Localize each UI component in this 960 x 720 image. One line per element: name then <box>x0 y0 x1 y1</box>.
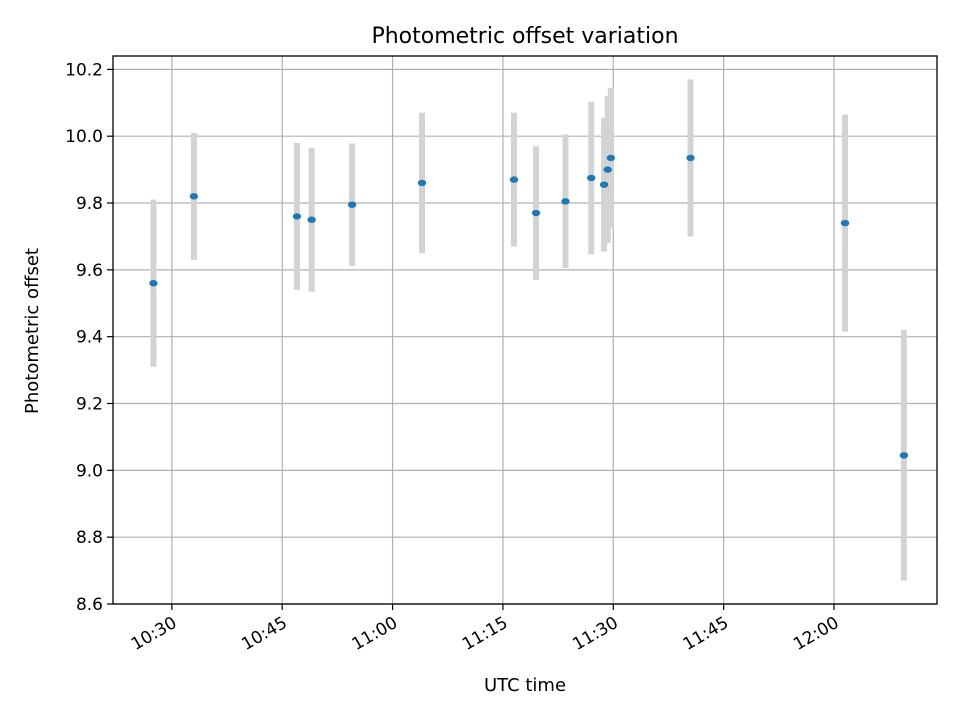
y-tick-label: 9.4 <box>76 328 103 348</box>
data-point <box>606 154 616 162</box>
data-point <box>899 452 909 459</box>
data-point <box>587 174 596 182</box>
data-point <box>347 201 357 208</box>
data-point <box>686 154 695 162</box>
data-point <box>292 213 302 220</box>
y-tick-label: 9.8 <box>76 194 103 214</box>
y-tick-label: 10.2 <box>65 60 103 80</box>
data-point <box>307 216 316 223</box>
data-points <box>149 154 909 459</box>
data-point <box>531 209 541 217</box>
data-point <box>189 193 199 200</box>
y-axis-ticks: 8.6 8.8 9.0 9.2 9.4 9.6 9.8 10.0 10.2 <box>65 60 113 615</box>
data-point <box>840 219 850 227</box>
data-point <box>509 176 519 183</box>
y-tick-label: 9.2 <box>76 395 103 415</box>
data-point <box>149 280 158 287</box>
data-point <box>603 166 612 173</box>
x-axis-label: UTC time <box>484 675 566 696</box>
y-tick-label: 8.6 <box>76 595 103 615</box>
chart-title: Photometric offset variation <box>371 24 678 49</box>
plot-area <box>112 55 938 605</box>
data-point <box>599 181 609 188</box>
y-axis-label: Photometric offset <box>22 248 43 414</box>
plot-frame <box>112 55 938 605</box>
data-point <box>417 179 427 187</box>
y-tick-label: 8.8 <box>76 528 103 548</box>
plot-background <box>113 56 937 604</box>
data-point <box>561 198 570 205</box>
y-tick-label: 9.0 <box>76 461 103 481</box>
y-tick-label: 10.0 <box>65 127 103 147</box>
y-tick-label: 9.6 <box>76 261 103 281</box>
